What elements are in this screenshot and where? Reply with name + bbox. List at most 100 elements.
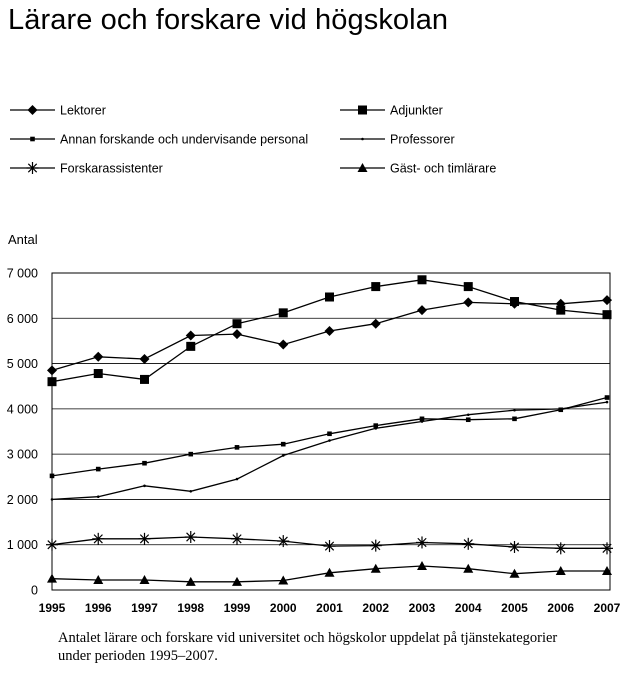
series-gäst-och-timlärare [47, 560, 612, 586]
data-point [419, 416, 425, 422]
data-point [602, 295, 612, 306]
data-point [232, 329, 242, 340]
caption-line-1: Antalet lärare och forskare vid universi… [58, 630, 558, 646]
data-point [462, 537, 475, 550]
y-tick-label: 5 000 [7, 357, 38, 371]
x-tick-label: 2004 [455, 601, 482, 615]
x-tick-label: 1995 [39, 601, 66, 615]
data-point [232, 576, 242, 586]
data-point [47, 365, 57, 376]
data-point [370, 318, 381, 329]
data-point [323, 540, 336, 553]
data-point [232, 319, 242, 329]
data-point [142, 460, 147, 466]
data-point [465, 417, 471, 423]
data-point [369, 539, 382, 552]
data-point [231, 532, 243, 545]
data-point [512, 416, 517, 422]
figure-caption: Antalet lärare och forskare vid universi… [58, 629, 618, 665]
data-point [50, 498, 54, 501]
data-point [281, 454, 285, 457]
data-point [463, 297, 474, 308]
y-tick-label: 3 000 [7, 448, 38, 462]
y-tick-label: 4 000 [7, 402, 38, 416]
data-point [466, 413, 470, 417]
chart-title: Lärare och forskare vid högskolan [8, 4, 449, 36]
data-point [278, 308, 288, 318]
data-point [138, 532, 151, 545]
data-point [278, 575, 289, 585]
data-point [324, 325, 335, 336]
data-point [324, 567, 335, 577]
data-point [559, 407, 563, 411]
x-tick-label: 1997 [131, 601, 158, 615]
legend-marker [361, 137, 364, 141]
data-point [189, 489, 193, 493]
x-tick-label: 2003 [409, 601, 436, 615]
x-tick-label: 2002 [362, 601, 389, 615]
x-tick-label: 2007 [594, 601, 621, 615]
legend-marker [26, 162, 39, 174]
data-point [509, 568, 520, 578]
data-point [93, 369, 103, 379]
data-point [327, 431, 332, 437]
legend-label: Adjunkter [390, 104, 443, 118]
data-point [93, 351, 104, 362]
data-point [46, 538, 58, 551]
data-point [371, 282, 381, 292]
legend-label: Annan forskande och undervisande persona… [60, 133, 308, 147]
data-point [186, 341, 196, 351]
legend-label: Lektorer [60, 104, 106, 118]
y-tick-label: 1 000 [7, 538, 38, 552]
legend: Lektorer Adjunkter Annan forskande och und… [10, 104, 496, 176]
x-tick-label: 2000 [270, 601, 297, 615]
data-point [325, 292, 334, 302]
data-point [96, 495, 100, 499]
data-point [143, 484, 146, 488]
y-tick-label: 6 000 [7, 312, 38, 326]
data-point [95, 466, 101, 472]
data-point [508, 540, 521, 553]
data-point [605, 400, 609, 404]
series-lektorer [47, 295, 612, 376]
data-point [280, 441, 286, 447]
caption-line-2: under perioden 1995–2007. [58, 648, 218, 664]
data-point [328, 439, 331, 442]
data-point [47, 377, 57, 387]
x-tick-label: 1998 [177, 601, 204, 615]
data-point [370, 563, 381, 573]
data-point [510, 297, 519, 307]
x-tick-label: 1999 [224, 601, 251, 615]
x-tick-label: 1996 [85, 601, 112, 615]
data-point [463, 282, 473, 292]
x-tick-label: 2006 [547, 601, 574, 615]
series-annan-forskande-och-undervisande-personal [49, 395, 610, 479]
data-point [554, 542, 567, 555]
data-point [188, 451, 194, 457]
legend-item: Forskarassistenter [10, 162, 163, 176]
data-point [235, 477, 239, 481]
x-tick-label: 2005 [501, 601, 528, 615]
data-point [234, 445, 240, 450]
series-adjunkter [47, 275, 612, 387]
legend-label: Gäst- och timlärare [390, 162, 496, 176]
data-point [373, 423, 379, 428]
data-point [601, 542, 613, 555]
legend-label: Forskarassistenter [60, 162, 163, 176]
y-axis-label: Antal [8, 232, 38, 247]
x-tick-labels: 1995 1996 1997 1998 1999 2000 2001 2002 2003 2004… [39, 601, 621, 615]
plot-frame [51, 272, 611, 591]
y-tick-label: 2 000 [7, 493, 38, 507]
x-tick-label: 2001 [316, 601, 343, 615]
data-point [513, 408, 516, 412]
data-point [463, 563, 474, 573]
legend-marker [357, 163, 368, 172]
data-point [416, 536, 428, 549]
data-point [92, 532, 105, 545]
data-point [185, 576, 196, 586]
data-point [604, 395, 610, 400]
legend-marker [30, 136, 35, 142]
data-point [602, 310, 612, 320]
legend-item: Annan forskande och undervisande persona… [10, 133, 308, 147]
legend-marker [27, 105, 38, 115]
